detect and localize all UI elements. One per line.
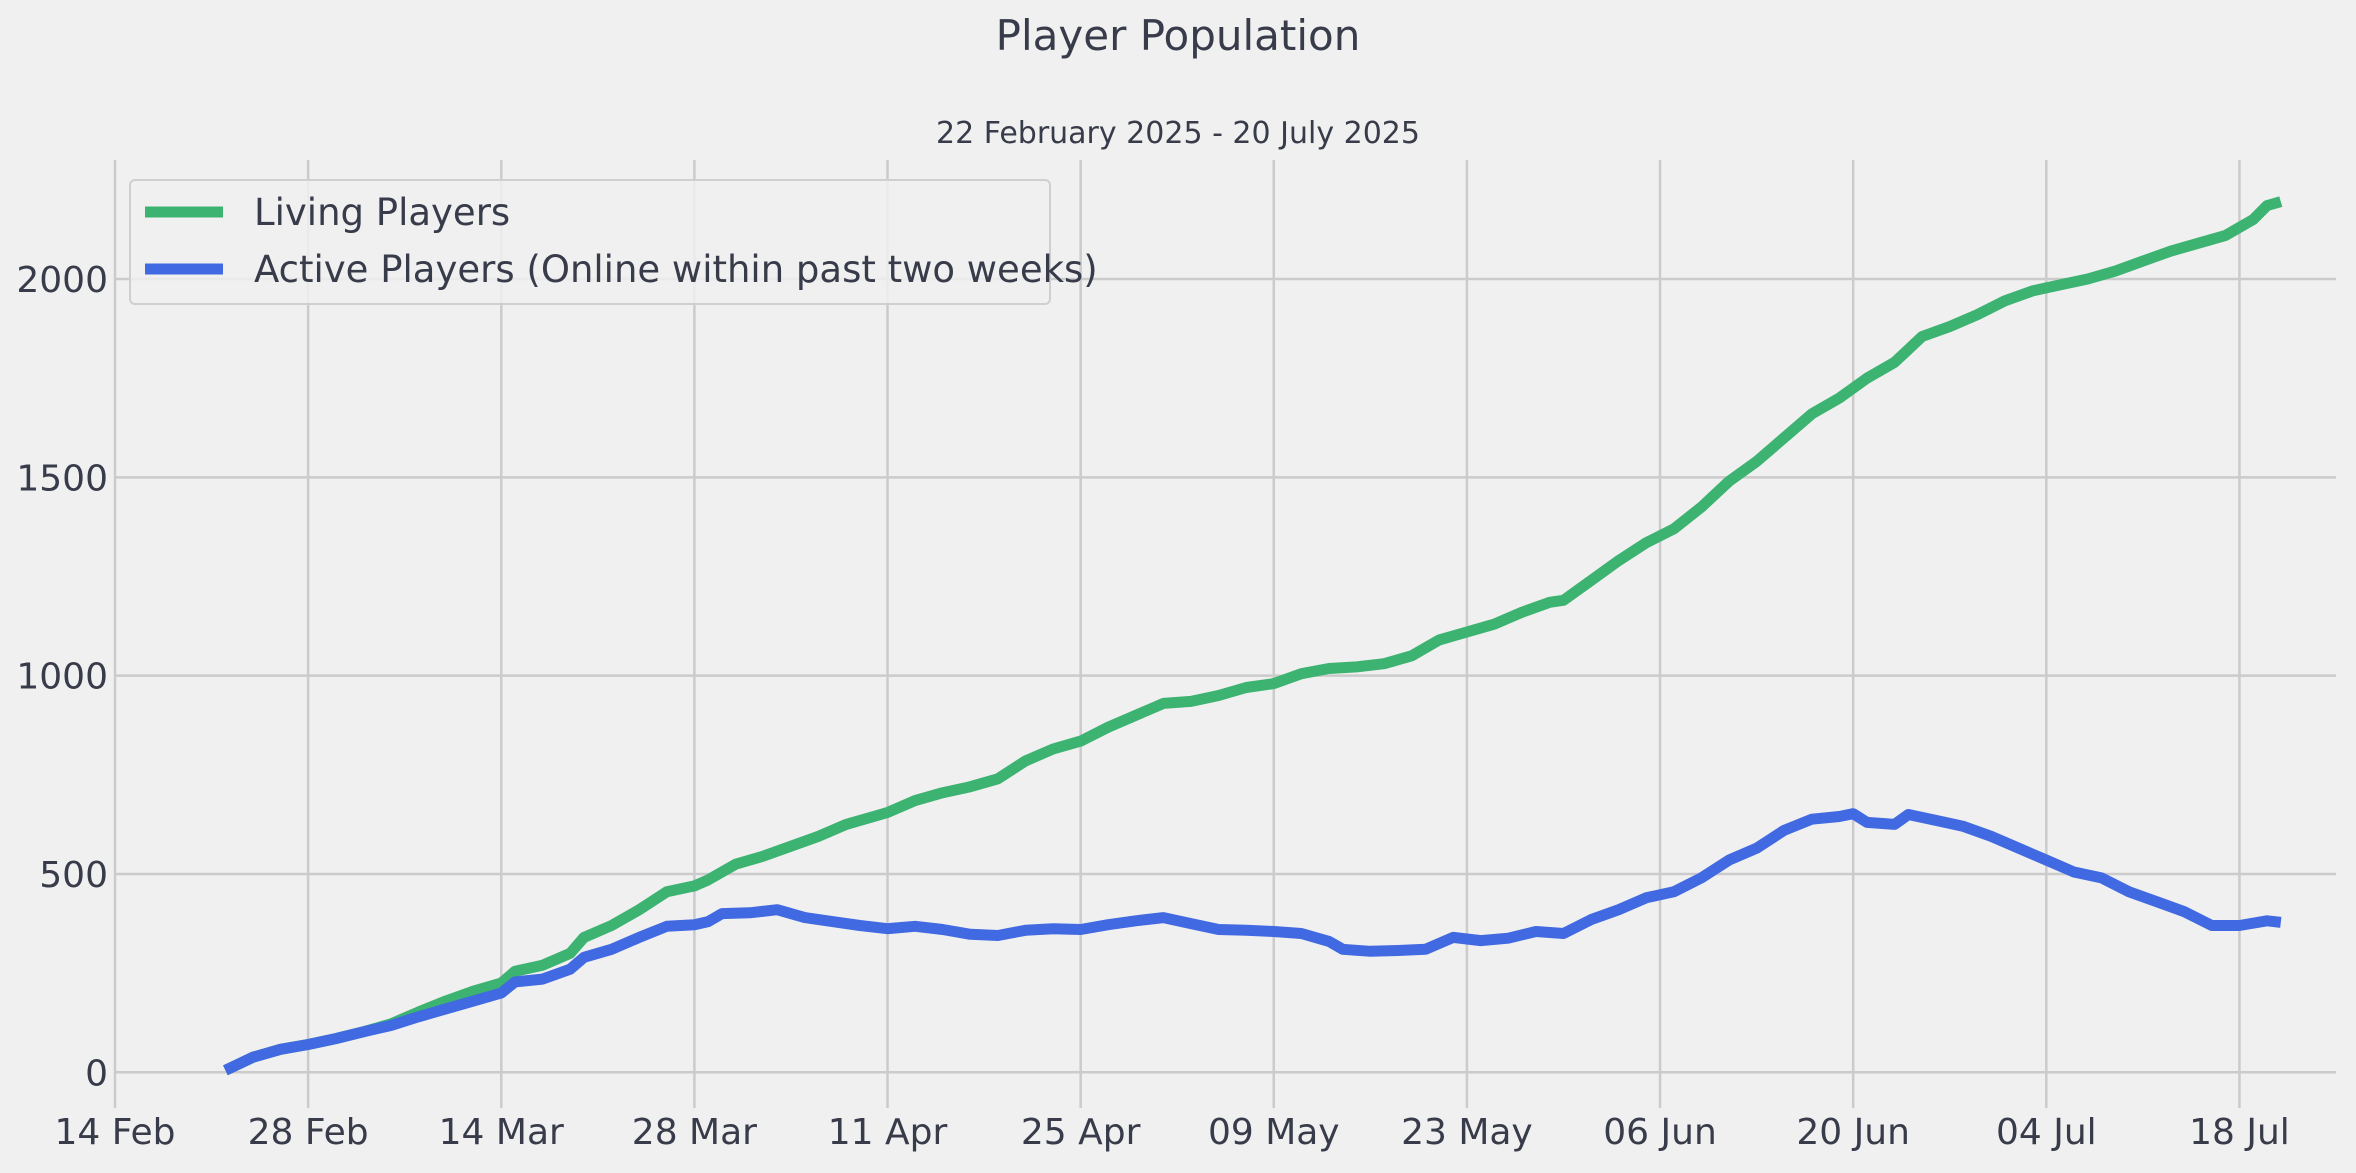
- x-tick-label: 11 Apr: [828, 1112, 948, 1153]
- series-line-living-players: [223, 196, 2283, 1076]
- x-tick-label: 28 Mar: [632, 1112, 757, 1153]
- grid: [113, 160, 2336, 1108]
- chart-title: Player Population: [996, 11, 1361, 60]
- y-tick-label: 1500: [16, 458, 108, 499]
- x-tick-label: 09 May: [1208, 1112, 1340, 1153]
- x-tick-label: 14 Mar: [439, 1112, 564, 1153]
- legend-box: [129, 179, 1051, 305]
- legend: Living Players Active Players (Online wit…: [129, 179, 1098, 305]
- y-tick-label: 1000: [16, 657, 108, 698]
- x-tick-label: 18 Jul: [2189, 1112, 2290, 1153]
- legend-label: Living Players: [254, 191, 510, 234]
- y-axis-ticks: 0 500 1000 1500 2000: [16, 260, 108, 1094]
- chart-subtitle: 22 February 2025 - 20 July 2025: [936, 116, 1420, 151]
- x-tick-label: 20 Jun: [1796, 1112, 1910, 1153]
- x-tick-label: 04 Jul: [1996, 1112, 2097, 1153]
- series-line-active-players: [223, 808, 2282, 1076]
- x-tick-label: 28 Feb: [248, 1112, 369, 1153]
- y-tick-label: 500: [39, 855, 108, 896]
- x-tick-label: 06 Jun: [1603, 1112, 1717, 1153]
- x-tick-label: 23 May: [1401, 1112, 1533, 1153]
- legend-label: Active Players (Online within past two w…: [254, 248, 1098, 291]
- y-tick-label: 2000: [16, 260, 108, 301]
- x-tick-label: 25 Apr: [1021, 1112, 1141, 1153]
- x-axis-ticks: 14 Feb 28 Feb 14 Mar 28 Mar 11 Apr 25 Apr 09 M…: [55, 1112, 2290, 1153]
- y-tick-label: 0: [85, 1053, 108, 1094]
- x-tick-label: 14 Feb: [55, 1112, 176, 1153]
- series-lines: [223, 196, 2283, 1076]
